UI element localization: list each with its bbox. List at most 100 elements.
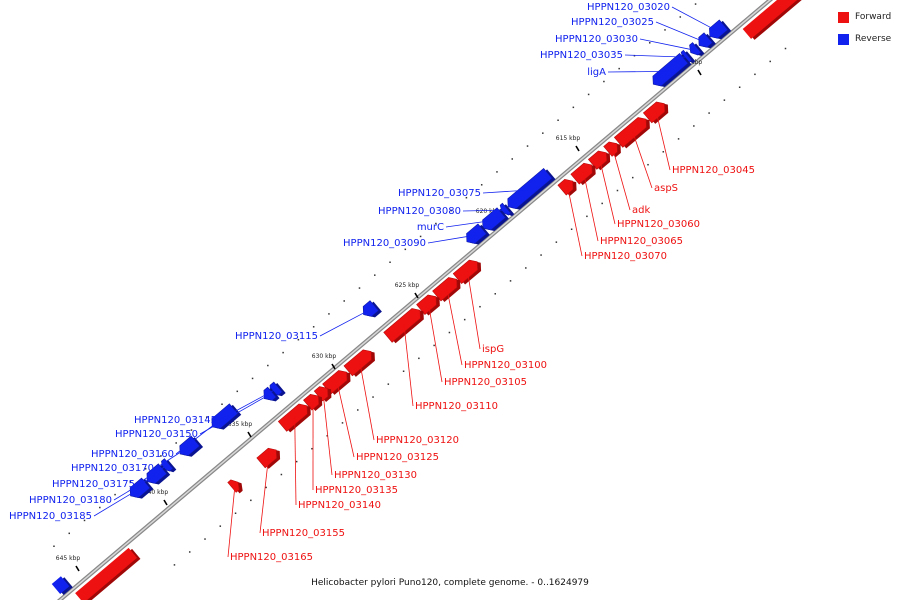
gene-feature[interactable] (383, 304, 428, 345)
gene-label[interactable]: HPPN120_03060 (617, 219, 700, 230)
gene-body (343, 349, 372, 377)
gene-label[interactable]: HPPN120_03115 (235, 331, 318, 342)
gene-feature[interactable] (256, 444, 284, 470)
gene-leader-line (466, 270, 481, 350)
gene-label[interactable]: HPPN120_03110 (415, 401, 498, 412)
gene-label[interactable]: HPPN120_03065 (600, 236, 683, 247)
scale-dot (387, 383, 390, 385)
gene-feature[interactable] (570, 159, 600, 187)
gene-label[interactable]: HPPN120_03130 (334, 470, 417, 481)
gene-feature[interactable] (432, 273, 465, 303)
gene-body (642, 101, 666, 124)
gene-label[interactable]: HPPN120_03155 (262, 528, 345, 539)
gene-label[interactable]: adk (632, 205, 650, 216)
gene-label[interactable]: HPPN120_03100 (464, 360, 547, 371)
gene-label[interactable]: HPPN120_03120 (376, 435, 459, 446)
scale-dot (343, 300, 345, 302)
gene-label[interactable]: HPPN120_03090 (343, 238, 426, 249)
gene-label[interactable]: aspS (654, 183, 678, 194)
tick-label: 610 kbp (678, 59, 703, 66)
tick-label: 645 kbp (56, 555, 81, 562)
gene-feature[interactable] (303, 390, 326, 413)
scale-dot (326, 435, 328, 437)
backbone-layer (56, 0, 774, 600)
scale-dot (679, 16, 682, 18)
gene-feature[interactable] (227, 476, 246, 495)
scale-dot (664, 29, 666, 31)
gene-feature[interactable] (463, 223, 490, 249)
gene-label[interactable]: HPPN120_03165 (230, 552, 313, 563)
gene-leader-line (655, 21, 704, 43)
gene-label[interactable]: ligA (587, 67, 606, 78)
gene-label[interactable]: HPPN120_03185 (9, 511, 92, 522)
scale-dot (221, 403, 223, 406)
gene-feature[interactable] (686, 41, 705, 60)
scale-dot (557, 119, 559, 121)
scale-dot (603, 80, 605, 83)
gene-label[interactable]: murC (417, 222, 444, 233)
gene-label[interactable]: HPPN120_03105 (444, 377, 527, 388)
scale-dot (525, 267, 527, 269)
gene-feature[interactable] (587, 146, 614, 171)
scale-dot (280, 473, 283, 476)
gene-leader-line (607, 70, 669, 73)
gene-feature-partial (742, 0, 809, 40)
gene-feature[interactable] (642, 97, 672, 125)
scale-dot (693, 125, 695, 127)
gene-feature[interactable] (695, 32, 716, 53)
tick-mark (163, 499, 168, 506)
gene-feature[interactable] (208, 403, 242, 435)
scale-dot (418, 357, 420, 360)
gene-label[interactable]: HPPN120_03035 (540, 50, 623, 61)
gene-feature[interactable] (557, 175, 581, 198)
gene-label[interactable]: HPPN120_03140 (298, 500, 381, 511)
gene-label[interactable]: HPPN120_03020 (587, 2, 670, 13)
gene-leader-line (113, 474, 156, 501)
gene-feature[interactable] (706, 19, 732, 44)
gene-body (383, 308, 421, 343)
gene-label[interactable]: HPPN120_03125 (356, 452, 439, 463)
scale-dot (114, 493, 116, 496)
gene-feature[interactable] (504, 167, 556, 214)
gene-body (742, 0, 805, 39)
scale-dot (190, 429, 193, 431)
gene-feature[interactable] (613, 113, 653, 150)
gene-label[interactable]: HPPN120_03045 (672, 165, 755, 176)
gene-label[interactable]: HPPN120_03180 (29, 495, 112, 506)
gene-label[interactable]: HPPN120_03030 (555, 34, 638, 45)
scale-dot (555, 241, 558, 243)
scale-dot (708, 112, 710, 114)
gene-label[interactable]: HPPN120_03070 (584, 251, 667, 262)
gene-feature[interactable] (343, 345, 379, 378)
gene-label[interactable]: ispG (482, 344, 504, 355)
gene-label[interactable]: HPPN120_03175 (52, 479, 135, 490)
gene-label[interactable]: HPPN120_03025 (571, 17, 654, 28)
scale-dot (188, 551, 191, 553)
gene-body (689, 42, 702, 56)
gene-label[interactable]: HPPN120_03170 (71, 463, 154, 474)
gene-label[interactable]: HPPN120_03160 (91, 449, 174, 460)
gene-label[interactable]: HPPN120_03135 (315, 485, 398, 496)
gene-feature[interactable] (416, 290, 444, 316)
scale-dot (357, 409, 359, 411)
scale-dot (205, 416, 208, 418)
gene-leader-line (482, 189, 529, 194)
gene-leader-line (155, 447, 188, 469)
scale-dot (601, 202, 603, 205)
gene-feature[interactable] (359, 299, 382, 322)
gene-label[interactable]: HPPN120_03150 (115, 429, 198, 440)
gene-feature[interactable] (277, 399, 314, 433)
gene-label[interactable]: HPPN120_03080 (378, 206, 461, 217)
gene-label[interactable]: HPPN120_03075 (398, 188, 481, 199)
gene-label[interactable]: HPPN120_03145 (134, 415, 217, 426)
tick-layer: 610 kbp 615 kbp 620 kbp 625 kbp 630 kbp 635 k… (53, 3, 787, 572)
scale-dot (160, 455, 162, 457)
gene-layer (51, 0, 809, 600)
scale-dot (341, 422, 344, 424)
scale-dot (234, 512, 237, 514)
gene-feature[interactable] (452, 256, 485, 286)
gene-feature[interactable] (649, 52, 692, 91)
gene-body (303, 393, 320, 411)
gene-body (256, 447, 277, 469)
